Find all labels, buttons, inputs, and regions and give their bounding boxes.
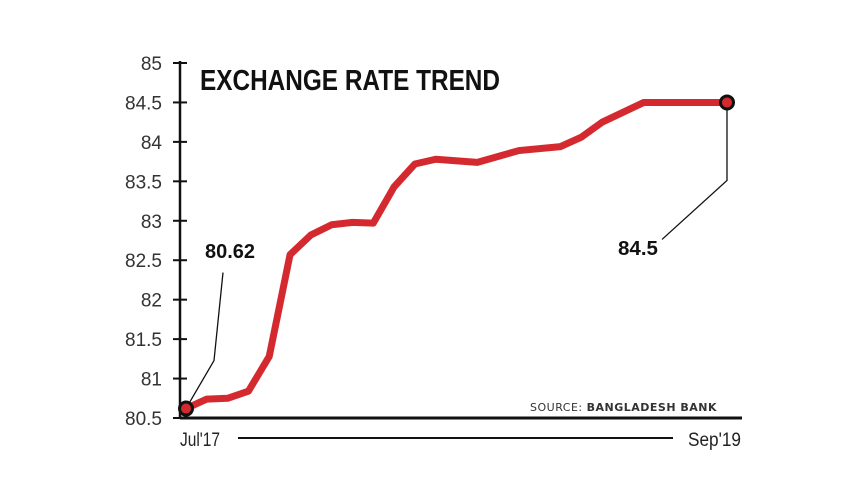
y-tick-label: 81.5 (125, 330, 162, 351)
end-value-annotation: 84.5 (618, 238, 658, 260)
y-tick-label: 80.5 (125, 409, 162, 430)
start-annotation-leader (185, 272, 224, 409)
y-tick-label: 83 (141, 212, 162, 233)
y-tick-label: 81 (141, 370, 162, 391)
x-tick-label-end: Sep'19 (688, 430, 741, 451)
start-value-annotation: 80.62 (205, 241, 255, 263)
y-tick-label: 83.5 (125, 172, 162, 193)
chart-title: EXCHANGE RATE TREND (200, 65, 500, 97)
y-tick-label: 85 (141, 54, 162, 75)
end-annotation-leader (661, 102, 728, 240)
source-name: BANGLADESH BANK (587, 401, 717, 414)
end-point-marker (719, 94, 735, 111)
series-line-group (178, 94, 735, 417)
source-prefix: SOURCE: (530, 401, 583, 414)
y-tick-label: 82.5 (125, 251, 162, 272)
source-note: SOURCE: BANGLADESH BANK (530, 401, 717, 414)
series-line (184, 98, 727, 412)
y-tick-label: 84 (141, 133, 163, 154)
y-tick-label: 84.5 (125, 93, 162, 114)
y-tick-label: 82 (141, 291, 162, 312)
x-tick-label-start: Jul'17 (180, 430, 220, 451)
start-point-marker (178, 400, 194, 417)
y-axis: 80.5 81 81.5 82 82.5 83 83.5 84 84.5 85 (125, 54, 187, 430)
